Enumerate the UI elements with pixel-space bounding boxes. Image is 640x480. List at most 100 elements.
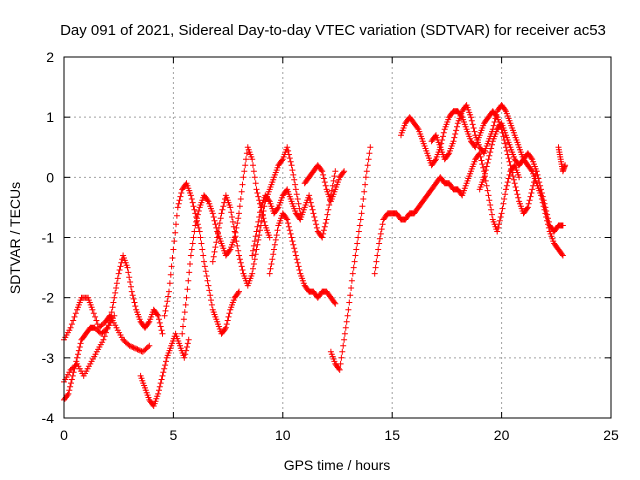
data-point	[366, 150, 373, 157]
data-point	[274, 227, 281, 234]
data-point	[126, 274, 133, 281]
data-point	[559, 222, 566, 229]
data-point	[72, 362, 79, 369]
data-point	[180, 323, 186, 330]
data-point	[293, 256, 300, 263]
data-point	[287, 158, 294, 165]
data-point	[378, 226, 385, 233]
data-point	[202, 268, 209, 275]
data-point	[358, 210, 365, 217]
data-point	[146, 342, 153, 349]
data-point	[186, 269, 193, 276]
data-point	[110, 299, 117, 306]
data-point	[117, 263, 124, 270]
data-point	[538, 186, 544, 193]
data-point	[135, 347, 142, 353]
data-point	[214, 234, 221, 241]
data-point	[376, 235, 383, 242]
data-point	[128, 288, 135, 295]
data-point	[528, 190, 535, 196]
data-point	[445, 151, 452, 158]
data-point	[243, 150, 250, 157]
data-point	[170, 246, 177, 253]
data-point	[250, 162, 256, 169]
data-point	[128, 283, 134, 290]
data-point	[107, 313, 114, 320]
data-point	[498, 210, 505, 217]
data-point	[180, 316, 187, 323]
data-point	[198, 240, 205, 247]
data-point	[238, 263, 245, 270]
data-point	[377, 230, 384, 237]
data-point	[243, 156, 249, 163]
data-point	[130, 344, 137, 351]
data-point	[184, 344, 190, 350]
data-point	[524, 204, 531, 211]
data-point	[212, 221, 219, 228]
data-point	[324, 211, 331, 218]
data-point	[114, 275, 121, 282]
data-point	[355, 234, 362, 241]
data-point	[156, 387, 162, 394]
data-point	[361, 188, 368, 195]
data-point	[158, 376, 165, 383]
data-point	[363, 168, 370, 175]
data-point	[285, 147, 292, 154]
data-point	[175, 200, 182, 207]
data-point	[319, 234, 326, 241]
data-point	[451, 134, 458, 141]
data-point	[208, 301, 215, 308]
data-point	[251, 238, 258, 245]
data-point	[338, 354, 345, 361]
data-point	[288, 162, 295, 169]
data-point	[255, 218, 262, 225]
data-point	[173, 221, 179, 228]
data-point	[163, 358, 169, 365]
data-point	[526, 197, 533, 204]
data-point	[258, 217, 265, 224]
data-point	[294, 196, 301, 202]
data-point	[230, 223, 237, 230]
data-point	[339, 348, 346, 355]
data-point	[306, 192, 313, 199]
data-point	[469, 121, 476, 128]
data-point	[260, 208, 267, 214]
y-tick-label: -3	[42, 350, 55, 366]
data-point	[272, 236, 279, 243]
data-point	[217, 215, 224, 222]
data-point	[177, 193, 184, 200]
data-point	[500, 200, 507, 207]
x-tick-label: 10	[275, 427, 291, 443]
axis-ticks-layer: 0 5 10 15 20 25 -4 -3 -2 -1 0 1 2	[42, 49, 619, 443]
data-point	[285, 220, 292, 227]
data-point	[348, 277, 355, 284]
data-point	[226, 310, 233, 317]
data-point	[360, 196, 367, 202]
data-point	[488, 206, 495, 213]
data-point	[362, 181, 369, 188]
data-point	[167, 271, 174, 278]
data-point	[257, 227, 263, 234]
data-point	[271, 246, 277, 253]
data-point	[157, 380, 164, 387]
data-point	[294, 259, 301, 266]
data-point	[231, 234, 238, 241]
data-point	[545, 218, 552, 225]
data-point	[310, 210, 317, 217]
data-point	[125, 269, 132, 276]
data-point	[544, 211, 551, 218]
data-point	[162, 362, 169, 369]
data-point	[542, 204, 549, 211]
data-point	[505, 155, 512, 162]
data-point	[348, 285, 355, 291]
data-point	[471, 128, 478, 135]
data-point	[253, 228, 260, 235]
data-point	[254, 190, 261, 196]
data-point	[487, 202, 494, 208]
data-point	[341, 330, 348, 337]
y-tick-label: 0	[46, 169, 54, 185]
data-point	[503, 186, 509, 193]
data-point	[271, 241, 278, 248]
data-point	[528, 155, 535, 162]
data-point	[176, 197, 183, 204]
